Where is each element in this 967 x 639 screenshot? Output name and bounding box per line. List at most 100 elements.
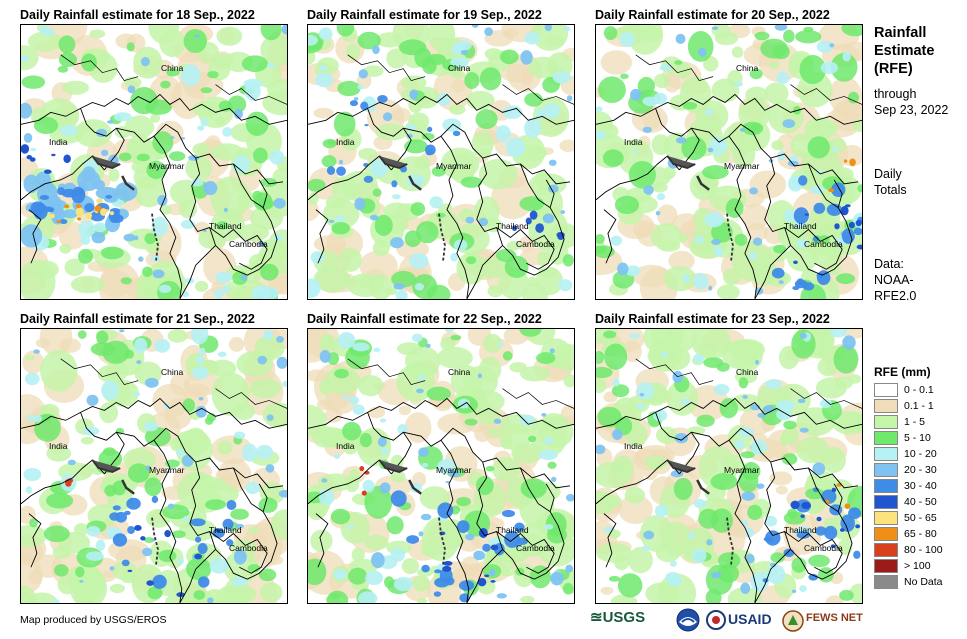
usgs-logo: ≊USGS: [590, 608, 672, 634]
map-panel-1: Daily Rainfall estimate for 18 Sep., 202…: [20, 6, 290, 304]
legend-swatch: [874, 479, 898, 493]
legend-swatch: [874, 399, 898, 413]
place-label-cambodia: Cambodia: [804, 543, 843, 553]
panel-title: Daily Rainfall estimate for 22 Sep., 202…: [307, 312, 542, 326]
legend-label: 20 - 30: [904, 464, 937, 476]
sidebar-title-3: (RFE): [874, 61, 913, 77]
place-label-myanmar: Myanmar: [436, 161, 472, 171]
rainfall-map: China India Myanmar Thailand Cambodia: [20, 24, 288, 300]
place-label-cambodia: Cambodia: [229, 239, 268, 249]
legend-label: 1 - 5: [904, 416, 926, 428]
legend-swatch: [874, 527, 898, 541]
logo-strip: ≊USGS USAID FEWS NET: [590, 608, 880, 634]
place-label-myanmar: Myanmar: [149, 161, 185, 171]
place-label-myanmar: Myanmar: [149, 465, 185, 475]
place-label-myanmar: Myanmar: [724, 465, 760, 475]
place-label-myanmar: Myanmar: [724, 161, 760, 171]
sidebar-date: Sep 23, 2022: [874, 103, 949, 117]
legend-swatch: [874, 575, 898, 589]
map-svg: [21, 329, 287, 603]
legend-label: No Data: [904, 576, 943, 588]
map-credit: Map produced by USGS/EROS: [20, 614, 167, 626]
legend-swatch: [874, 543, 898, 557]
legend-label: 40 - 50: [904, 496, 937, 508]
noaa-logo: [676, 608, 700, 634]
map-svg: [596, 329, 862, 603]
place-label-india: India: [49, 441, 68, 451]
place-label-india: India: [336, 137, 355, 147]
legend-label: 65 - 80: [904, 528, 937, 540]
place-label-cambodia: Cambodia: [804, 239, 843, 249]
place-label-thailand: Thailand: [784, 221, 817, 231]
place-label-india: India: [49, 137, 68, 147]
place-label-china: China: [448, 63, 471, 73]
legend-swatch: [874, 495, 898, 509]
sidebar-totals: Totals: [874, 183, 907, 197]
place-label-india: India: [624, 441, 643, 451]
place-label-china: China: [161, 367, 184, 377]
place-label-thailand: Thailand: [209, 525, 242, 535]
map-svg: [308, 329, 574, 603]
place-label-thailand: Thailand: [496, 221, 529, 231]
sidebar-title-1: Rainfall: [874, 25, 927, 41]
place-label-india: India: [624, 137, 643, 147]
panel-title: Daily Rainfall estimate for 18 Sep., 202…: [20, 8, 255, 22]
sidebar-data-source-2: RFE2.0: [874, 289, 917, 303]
legend-swatch: [874, 447, 898, 461]
legend-label: 10 - 20: [904, 448, 937, 460]
usgs-logo-text: ≊USGS: [590, 609, 646, 626]
place-label-cambodia: Cambodia: [516, 543, 555, 553]
fews-net-logo: FEWS NET: [782, 608, 868, 634]
map-panel-2: Daily Rainfall estimate for 19 Sep., 202…: [307, 6, 577, 304]
rainfall-map: China India Myanmar Thailand Cambodia: [307, 24, 575, 300]
legend-swatch: [874, 559, 898, 573]
place-label-myanmar: Myanmar: [436, 465, 472, 475]
legend-label: > 100: [904, 560, 931, 572]
rainfall-map: China India Myanmar Thailand Cambodia: [595, 24, 863, 300]
place-label-cambodia: Cambodia: [229, 543, 268, 553]
map-svg: [308, 25, 574, 299]
legend-label: 5 - 10: [904, 432, 931, 444]
place-label-thailand: Thailand: [784, 525, 817, 535]
legend-swatch: [874, 511, 898, 525]
map-panel-6: Daily Rainfall estimate for 23 Sep., 202…: [595, 310, 865, 608]
legend-label: 0 - 0.1: [904, 384, 934, 396]
panel-title: Daily Rainfall estimate for 19 Sep., 202…: [307, 8, 542, 22]
map-svg: [21, 25, 287, 299]
place-label-china: China: [161, 63, 184, 73]
panel-title: Daily Rainfall estimate for 21 Sep., 202…: [20, 312, 255, 326]
rainfall-map: China India Myanmar Thailand Cambodia: [307, 328, 575, 604]
place-label-india: India: [336, 441, 355, 451]
legend-swatch: [874, 463, 898, 477]
sidebar-data-label: Data:: [874, 257, 904, 271]
place-label-thailand: Thailand: [209, 221, 242, 231]
place-label-thailand: Thailand: [496, 525, 529, 535]
rainfall-map: China India Myanmar Thailand Cambodia: [595, 328, 863, 604]
sidebar-data-source-1: NOAA-: [874, 273, 914, 287]
place-label-china: China: [736, 63, 759, 73]
legend-swatch: [874, 431, 898, 445]
legend-label: 80 - 100: [904, 544, 943, 556]
usaid-logo: USAID: [706, 608, 778, 634]
map-svg: [596, 25, 862, 299]
usaid-logo-text: USAID: [728, 611, 772, 627]
rainfall-map: China India Myanmar Thailand Cambodia: [20, 328, 288, 604]
legend-label: 30 - 40: [904, 480, 937, 492]
legend-label: 0.1 - 1: [904, 400, 934, 412]
sidebar-through: through: [874, 87, 917, 101]
panel-title: Daily Rainfall estimate for 20 Sep., 202…: [595, 8, 830, 22]
place-label-cambodia: Cambodia: [516, 239, 555, 249]
legend-swatch: [874, 383, 898, 397]
map-panel-3: Daily Rainfall estimate for 20 Sep., 202…: [595, 6, 865, 304]
map-panel-4: Daily Rainfall estimate for 21 Sep., 202…: [20, 310, 290, 608]
map-panel-5: Daily Rainfall estimate for 22 Sep., 202…: [307, 310, 577, 608]
legend-swatch: [874, 415, 898, 429]
panel-title: Daily Rainfall estimate for 23 Sep., 202…: [595, 312, 830, 326]
legend-label: 50 - 65: [904, 512, 937, 524]
fews-net-logo-text: FEWS NET: [806, 612, 863, 624]
legend-title: RFE (mm): [874, 365, 931, 379]
place-label-china: China: [736, 367, 759, 377]
sidebar-daily: Daily: [874, 167, 902, 181]
sidebar-title-2: Estimate: [874, 43, 935, 59]
place-label-china: China: [448, 367, 471, 377]
